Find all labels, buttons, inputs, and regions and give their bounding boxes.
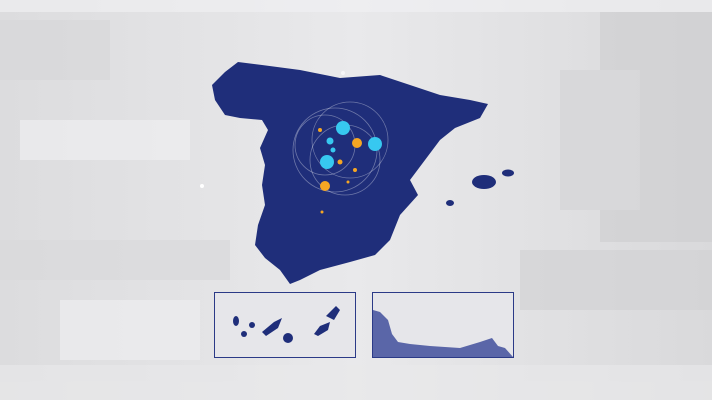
coast [373, 310, 513, 357]
marker [330, 147, 336, 153]
island [283, 333, 293, 343]
panel [520, 250, 712, 310]
panel [20, 120, 190, 160]
panel [560, 70, 640, 210]
canary-islands [233, 306, 340, 343]
ceuta-melilla-inset [372, 292, 514, 358]
island [314, 322, 330, 336]
panel [0, 240, 230, 280]
marker [326, 137, 334, 145]
marker [320, 181, 330, 191]
orbit [311, 101, 389, 179]
marker [353, 168, 357, 172]
canary-inset [214, 292, 356, 358]
marker [341, 71, 345, 75]
island [262, 318, 282, 336]
markers [200, 71, 382, 214]
marker [337, 159, 343, 165]
island [446, 200, 454, 206]
marker [346, 180, 350, 184]
panel [60, 300, 200, 360]
spain-map [212, 62, 514, 284]
marker [320, 155, 334, 169]
island [326, 306, 340, 320]
marker [352, 138, 362, 148]
marker [318, 128, 322, 132]
island [233, 316, 239, 326]
panel [0, 0, 712, 12]
marker [200, 184, 204, 188]
island [241, 331, 247, 337]
panel [0, 365, 712, 400]
marker [320, 210, 324, 214]
island [472, 175, 496, 189]
panel [0, 20, 110, 80]
island [502, 169, 514, 177]
mainland [212, 62, 488, 284]
marker [336, 121, 350, 135]
inset-frame [214, 292, 356, 358]
marker [368, 137, 382, 151]
island [249, 322, 255, 328]
